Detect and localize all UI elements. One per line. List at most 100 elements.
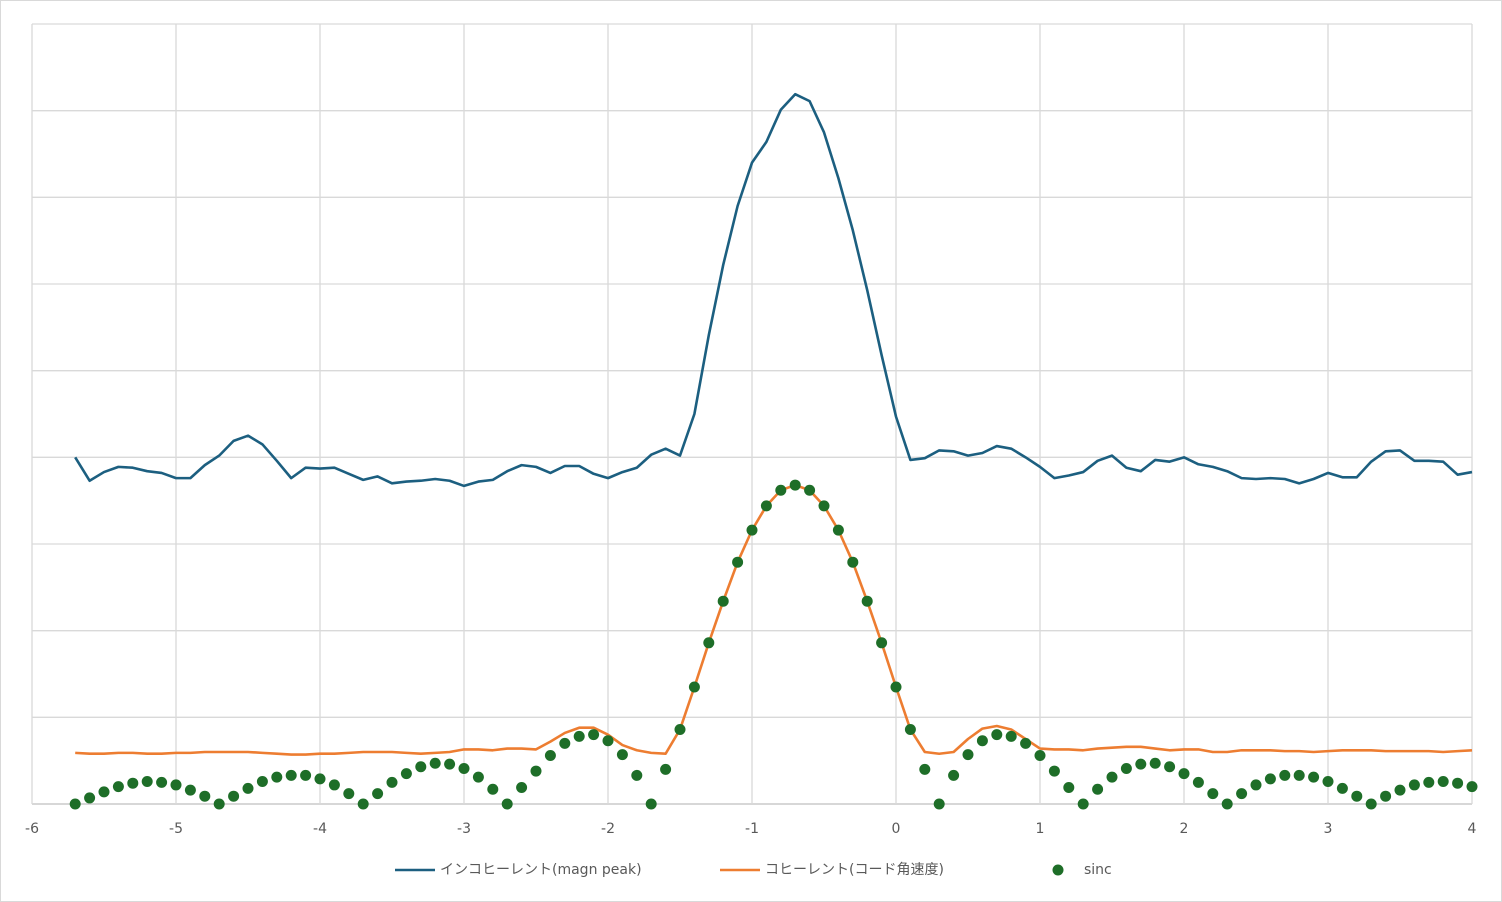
- data-point: [1149, 757, 1161, 769]
- data-point: [156, 776, 168, 788]
- x-tick-label: -2: [601, 821, 615, 837]
- data-point: [213, 798, 225, 810]
- x-tick-label: 2: [1180, 821, 1189, 837]
- data-point: [703, 637, 715, 649]
- data-point: [1264, 773, 1276, 785]
- legend-label: インコヒーレント(magn peak): [440, 862, 642, 878]
- data-point: [256, 775, 268, 787]
- data-point: [1221, 798, 1233, 810]
- data-point: [573, 730, 585, 742]
- data-point: [631, 769, 643, 781]
- data-point: [170, 779, 182, 791]
- data-point: [1351, 790, 1363, 802]
- data-point: [544, 749, 556, 761]
- data-point: [1092, 783, 1104, 795]
- data-point: [1279, 769, 1291, 781]
- data-point: [98, 786, 110, 798]
- data-point: [602, 735, 614, 747]
- data-point: [1048, 765, 1060, 777]
- data-point: [487, 783, 499, 795]
- data-point: [832, 524, 844, 536]
- data-point: [1293, 769, 1305, 781]
- data-point: [1408, 779, 1420, 791]
- data-point: [501, 798, 513, 810]
- data-point: [141, 775, 153, 787]
- data-point: [1207, 788, 1219, 800]
- x-tick-label: -1: [745, 821, 759, 837]
- data-point: [1164, 761, 1176, 773]
- data-point: [674, 723, 686, 735]
- data-line: [75, 483, 1473, 756]
- data-point: [472, 771, 484, 783]
- data-point: [444, 758, 456, 770]
- data-point: [184, 784, 196, 796]
- data-point: [429, 757, 441, 769]
- data-point: [1394, 784, 1406, 796]
- data-point: [1466, 781, 1478, 793]
- data-point: [1250, 779, 1262, 791]
- data-point: [948, 769, 960, 781]
- data-point: [760, 500, 772, 512]
- data-point: [84, 792, 96, 804]
- data-point: [804, 484, 816, 496]
- x-tick-label: -6: [25, 821, 39, 837]
- data-point: [1063, 782, 1075, 794]
- data-point: [1452, 777, 1464, 789]
- data-point: [717, 595, 729, 607]
- data-point: [861, 595, 873, 607]
- data-point: [588, 729, 600, 741]
- data-point: [300, 769, 312, 781]
- data-point: [904, 723, 916, 735]
- data-point: [962, 749, 974, 761]
- data-point: [1178, 768, 1190, 780]
- data-point: [530, 765, 542, 777]
- data-point: [199, 790, 211, 802]
- data-point: [976, 735, 988, 747]
- x-tick-label: 4: [1468, 821, 1477, 837]
- data-point: [746, 524, 758, 536]
- data-point: [271, 771, 283, 783]
- data-point: [818, 500, 830, 512]
- data-point: [400, 768, 412, 780]
- x-tick-label: -4: [313, 821, 327, 837]
- data-point: [890, 681, 902, 693]
- data-point: [127, 777, 139, 789]
- data-point: [1308, 771, 1320, 783]
- data-point: [1192, 776, 1204, 788]
- x-tick-label: 3: [1324, 821, 1333, 837]
- data-point: [415, 761, 427, 773]
- data-point: [357, 798, 369, 810]
- x-tick-label: -3: [457, 821, 471, 837]
- data-point: [991, 729, 1003, 741]
- legend-label: コヒーレント(コード角速度): [765, 862, 944, 878]
- data-point: [1322, 775, 1334, 787]
- data-point: [1380, 790, 1392, 802]
- data-point: [1034, 749, 1046, 761]
- data-point: [1423, 776, 1435, 788]
- data-point: [1120, 762, 1132, 774]
- x-tick-label: 1: [1036, 821, 1045, 837]
- data-point: [1077, 798, 1089, 810]
- x-tick-label: 0: [892, 821, 901, 837]
- data-point: [876, 637, 888, 649]
- data-point: [789, 479, 801, 491]
- data-point: [516, 782, 528, 794]
- data-point: [1005, 730, 1017, 742]
- data-point: [645, 798, 657, 810]
- data-point: [688, 681, 700, 693]
- data-point: [372, 788, 384, 800]
- data-point: [732, 556, 744, 568]
- data-point: [847, 556, 859, 568]
- data-point: [69, 798, 81, 810]
- data-point: [1437, 775, 1449, 787]
- data-line: [74, 92, 1473, 488]
- data-point: [616, 749, 628, 761]
- data-point: [285, 769, 297, 781]
- data-point: [328, 779, 340, 791]
- data-point: [343, 788, 355, 800]
- data-point: [1106, 771, 1118, 783]
- data-point: [919, 763, 931, 775]
